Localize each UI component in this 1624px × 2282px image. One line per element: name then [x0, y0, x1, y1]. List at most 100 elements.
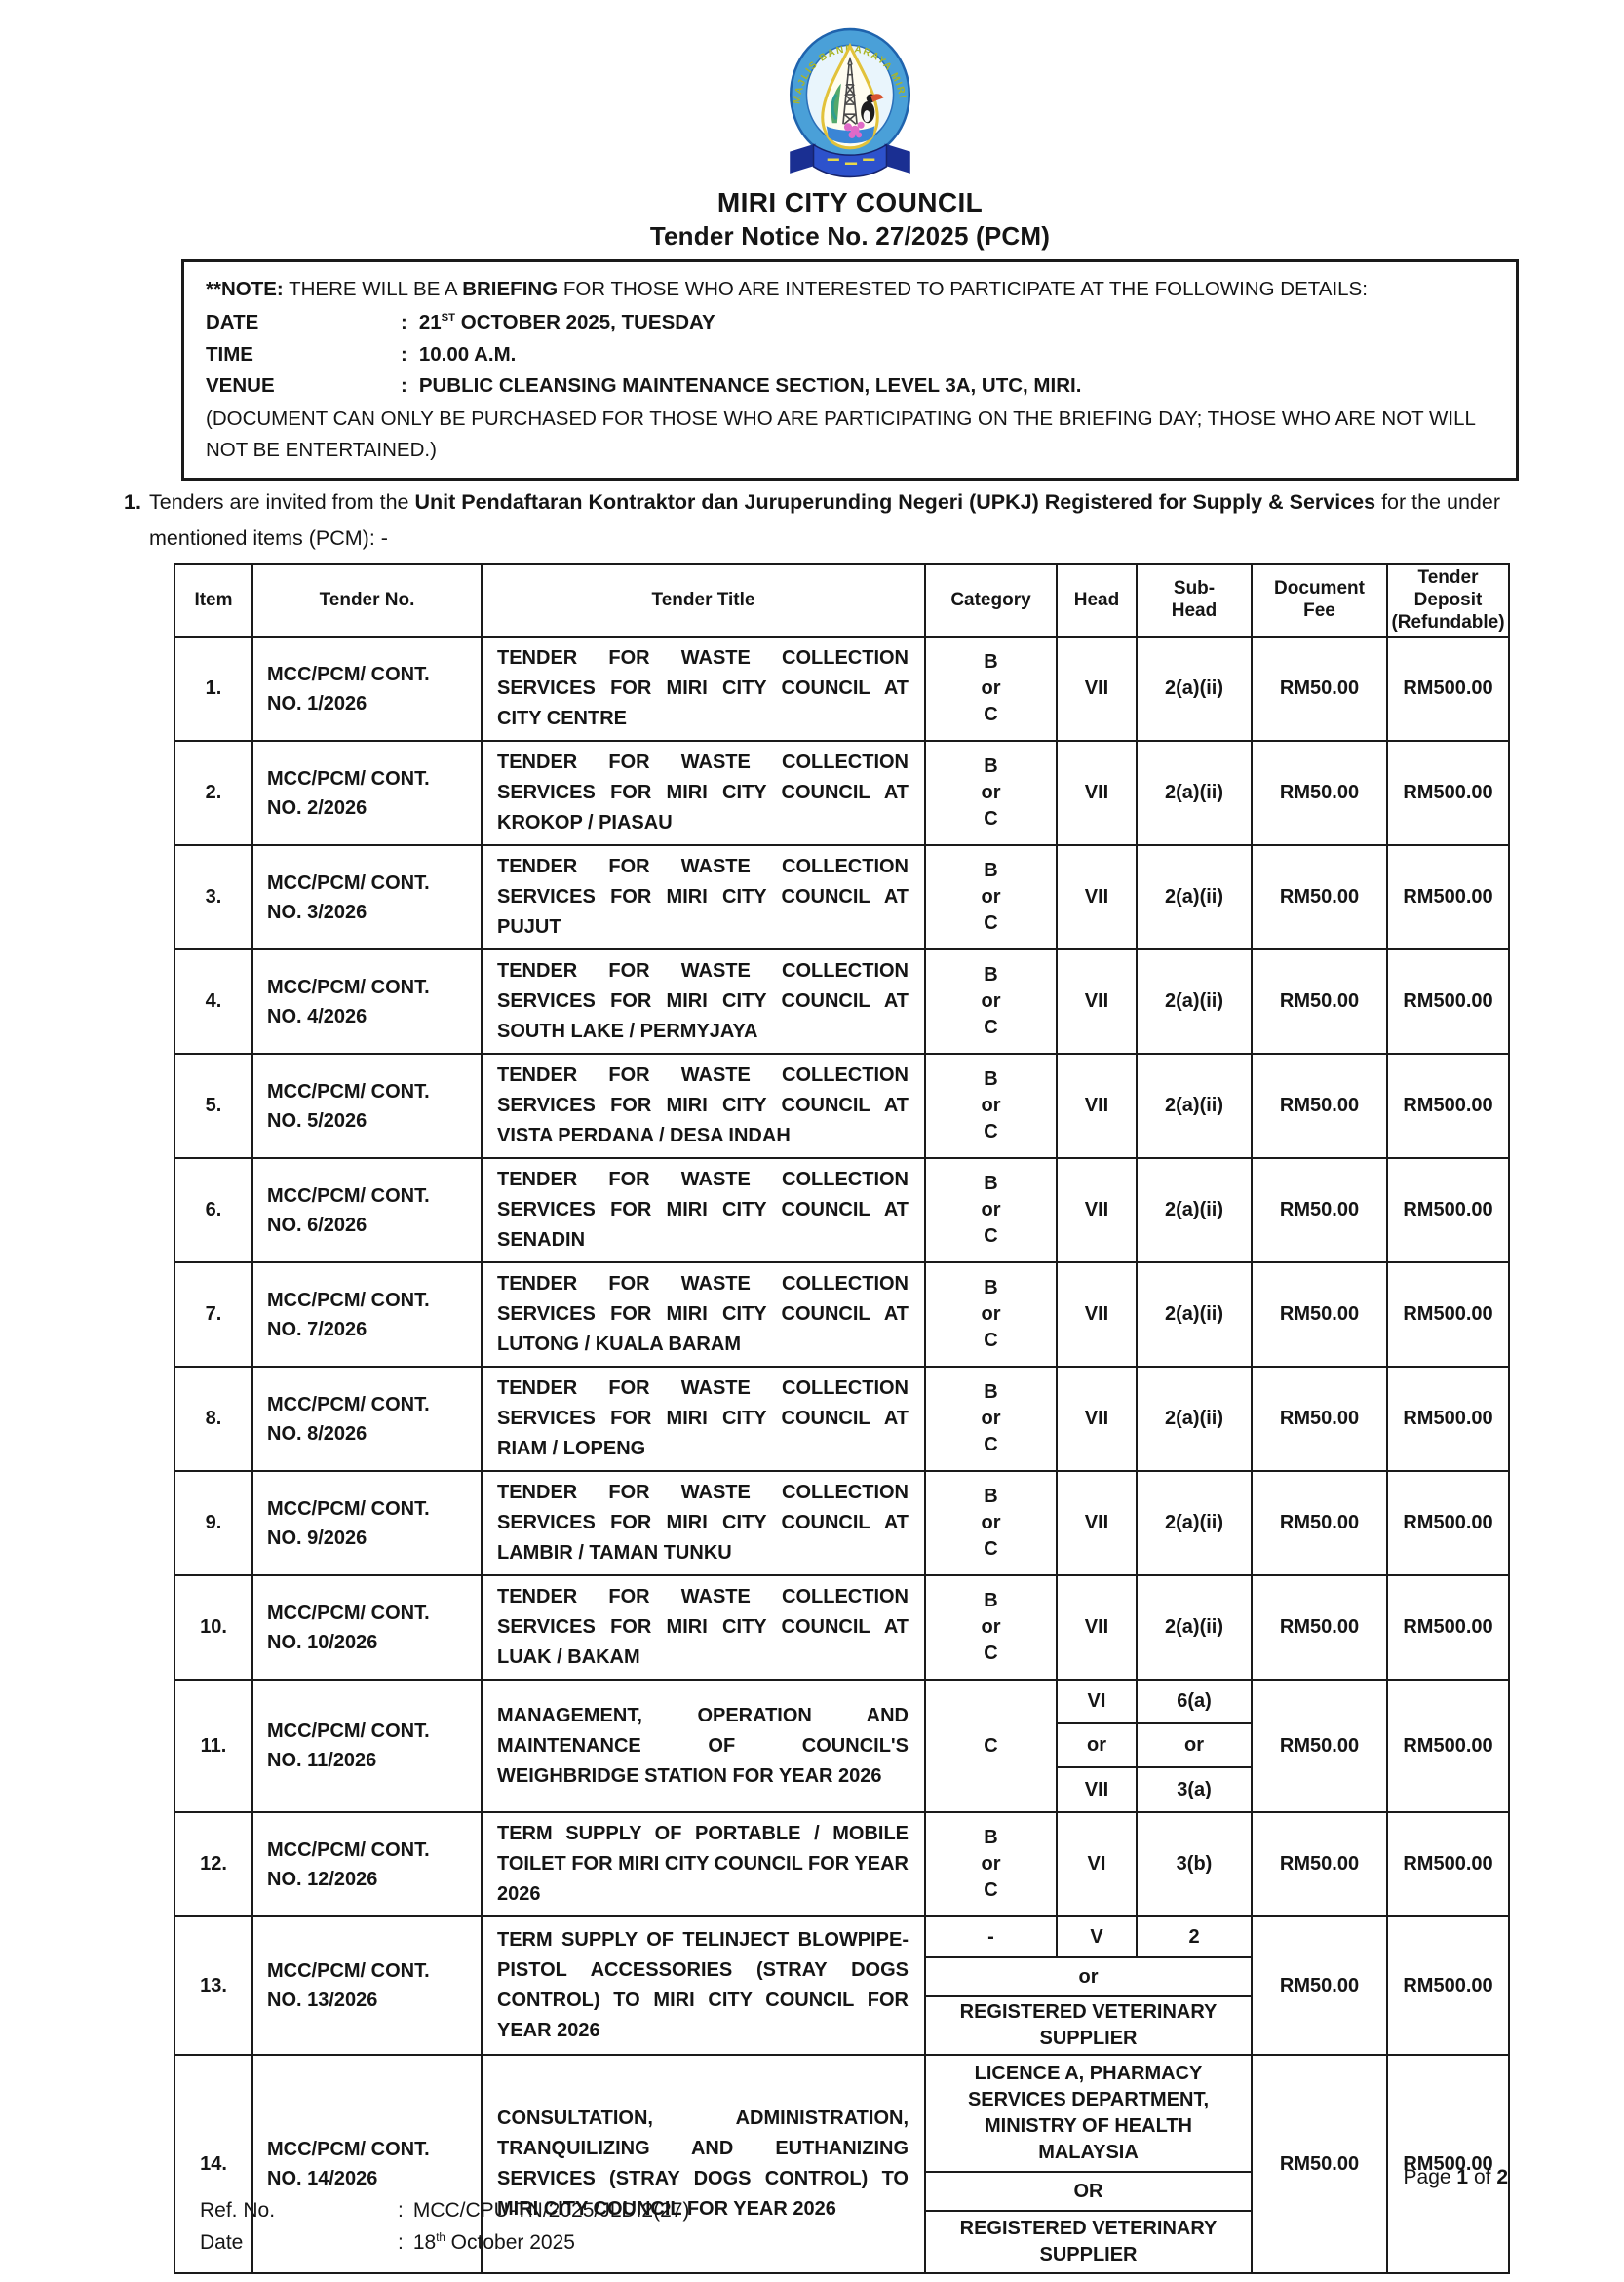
cell-title: TENDER FOR WASTE COLLECTION SERVICES FOR…: [481, 948, 926, 1056]
council-crest-logo: MAJLIS BANDARAYA MIRI: [363, 25, 1337, 181]
intro-number: 1.: [124, 490, 141, 514]
table-row: OR: [174, 2171, 1509, 2213]
cell-tender-no: MCC/PCM/ CONT. NO. 12/2026: [251, 1811, 483, 1918]
cell-eligibility: OR: [924, 2171, 1253, 2213]
cell-fee: RM50.00: [1251, 1053, 1388, 1160]
oil-derrick-icon: [842, 56, 858, 125]
cell-deposit: RM500.00: [1386, 844, 1510, 951]
cell-item: 13.: [174, 1915, 253, 2057]
cell-tender-no: MCC/PCM/ CONT. NO. 14/2026: [251, 2054, 483, 2275]
cell-fee: RM50.00: [1251, 1470, 1388, 1577]
time-colon: :: [401, 342, 407, 366]
venue-colon: :: [401, 374, 407, 398]
time-value: 10.00 A.M.: [418, 342, 517, 366]
cell-title: CONSULTATION, ADMINISTRATION, TRANQUILIZ…: [481, 2054, 926, 2275]
cell-subhead: 2: [1136, 1915, 1253, 1959]
seahorse-icon: [831, 94, 838, 121]
table-row: or: [174, 1956, 1509, 1998]
cell-deposit: RM500.00: [1386, 1679, 1510, 1814]
cell-fee: RM50.00: [1251, 844, 1388, 951]
table-row: 6. MCC/PCM/ CONT. NO. 6/2026 TENDER FOR WA…: [174, 1157, 1510, 1264]
cell-head: VII: [1056, 636, 1138, 743]
cell-head: V: [1056, 1915, 1138, 1959]
intro-text: Tenders are invited from the Unit Pendaf…: [149, 490, 1500, 550]
table-row: 12. MCC/PCM/ CONT. NO. 12/2026 TERM SUPPLY…: [174, 1811, 1510, 1918]
cell-head: or: [1056, 1722, 1138, 1769]
cell-item: 10.: [174, 1574, 253, 1682]
cell-subhead: 2(a)(ii): [1136, 948, 1253, 1056]
cell-tender-no: MCC/PCM/ CONT. NO. 13/2026: [251, 1915, 483, 2057]
cell-tender-no: MCC/PCM/ CONT. NO. 8/2026: [251, 1366, 483, 1473]
cell-head: VI: [1056, 1811, 1138, 1918]
date-label: DATE: [206, 310, 259, 333]
cell-tender-no: MCC/PCM/ CONT. NO. 1/2026: [251, 636, 483, 743]
cell-head: VII: [1056, 1766, 1138, 1814]
table-row: 5. MCC/PCM/ CONT. NO. 5/2026 TENDER FOR WA…: [174, 1053, 1510, 1160]
document-header: MAJLIS BANDARAYA MIRI: [363, 25, 1337, 251]
briefing-note-box: **NOTE: THERE WILL BE A BRIEFING FOR THO…: [181, 259, 1519, 481]
cell-title: TENDER FOR WASTE COLLECTION SERVICES FOR…: [481, 636, 926, 743]
cell-category: B or C: [924, 1574, 1058, 1682]
ref-label: Ref. No.: [200, 2199, 276, 2222]
cell-subhead: 3(b): [1136, 1811, 1253, 1918]
cell-deposit: RM500.00: [1386, 1053, 1510, 1160]
cell-deposit: RM500.00: [1386, 1811, 1510, 1918]
cell-title: TENDER FOR WASTE COLLECTION SERVICES FOR…: [481, 740, 926, 847]
cell-deposit: RM500.00: [1386, 1915, 1510, 2057]
ref-value: MCC/CPU-TN/2025/JLD.2(27): [412, 2199, 690, 2222]
tender-table-body: 1. MCC/PCM/ CONT. NO. 1/2026 TENDER FOR WA…: [174, 636, 1510, 2275]
cell-category: B or C: [924, 1811, 1058, 1918]
cell-tender-no: MCC/PCM/ CONT. NO. 3/2026: [251, 844, 483, 951]
cell-fee: RM50.00: [1251, 1811, 1388, 1918]
flower-icon: [843, 121, 865, 138]
cell-deposit: RM500.00: [1386, 2054, 1510, 2275]
cell-fee: RM50.00: [1251, 636, 1388, 743]
cell-tender-no: MCC/PCM/ CONT. NO. 5/2026: [251, 1053, 483, 1160]
note-disclaimer: (DOCUMENT CAN ONLY BE PURCHASED FOR THOS…: [206, 407, 1476, 461]
cell-item: 11.: [174, 1679, 253, 1814]
cell-head: VI: [1056, 1679, 1138, 1725]
column-header-sub-head: Sub- Head: [1136, 562, 1253, 638]
cell-subhead: 2(a)(ii): [1136, 636, 1253, 743]
table-row: 13. MCC/PCM/ CONT. NO. 13/2026 TERM SUPPLY…: [174, 1915, 1510, 2057]
cell-subhead: 2(a)(ii): [1136, 740, 1253, 847]
cell-category: B or C: [924, 1470, 1058, 1577]
notice-title: Tender Notice No. 27/2025 (PCM): [649, 221, 1051, 251]
cell-item: 4.: [174, 948, 253, 1056]
cell-item: 1.: [174, 636, 253, 743]
cell-tender-no: MCC/PCM/ CONT. NO. 9/2026: [251, 1470, 483, 1577]
cell-deposit: RM500.00: [1386, 948, 1510, 1056]
note-prefix: **NOTE:: [206, 278, 284, 300]
table-row: 1. MCC/PCM/ CONT. NO. 1/2026 TENDER FOR WA…: [174, 636, 1510, 743]
cell-subhead: 2(a)(ii): [1136, 844, 1253, 951]
cell-item: 2.: [174, 740, 253, 847]
table-row: or or: [174, 1722, 1509, 1769]
cell-deposit: RM500.00: [1386, 636, 1510, 743]
cell-category: B or C: [924, 1157, 1058, 1264]
cell-category: B or C: [924, 740, 1058, 847]
column-header-tender-title: Tender Title: [481, 562, 926, 638]
cell-tender-no: MCC/PCM/ CONT. NO. 6/2026: [251, 1157, 483, 1264]
cell-subhead: or: [1136, 1722, 1253, 1769]
cell-eligibility: or: [924, 1956, 1253, 1998]
cell-fee: RM50.00: [1251, 1157, 1388, 1264]
cell-fee: RM50.00: [1251, 1574, 1388, 1682]
cell-item: 9.: [174, 1470, 253, 1577]
cell-title: MANAGEMENT, OPERATION AND MAINTENANCE OF…: [481, 1679, 926, 1814]
cell-category: B or C: [924, 844, 1058, 951]
cell-head: VII: [1056, 740, 1138, 847]
cell-title: TENDER FOR WASTE COLLECTION SERVICES FOR…: [481, 1574, 926, 1682]
page-number: Page 1 of 2: [1403, 2166, 1508, 2188]
cell-category: B or C: [924, 948, 1058, 1056]
table-row: 2. MCC/PCM/ CONT. NO. 2/2026 TENDER FOR WA…: [174, 740, 1510, 847]
cell-fee: RM50.00: [1251, 1679, 1388, 1814]
cell-tender-no: MCC/PCM/ CONT. NO. 7/2026: [251, 1261, 483, 1369]
cell-deposit: RM500.00: [1386, 740, 1510, 847]
cell-subhead: 2(a)(ii): [1136, 1366, 1253, 1473]
cell-subhead: 3(a): [1136, 1766, 1253, 1814]
crest-svg: MAJLIS BANDARAYA MIRI: [789, 27, 911, 178]
org-name: MIRI CITY COUNCIL: [716, 187, 984, 217]
cell-category: B or C: [924, 1261, 1058, 1369]
cell-tender-no: MCC/PCM/ CONT. NO. 10/2026: [251, 1574, 483, 1682]
cell-title: TENDER FOR WASTE COLLECTION SERVICES FOR…: [481, 1053, 926, 1160]
